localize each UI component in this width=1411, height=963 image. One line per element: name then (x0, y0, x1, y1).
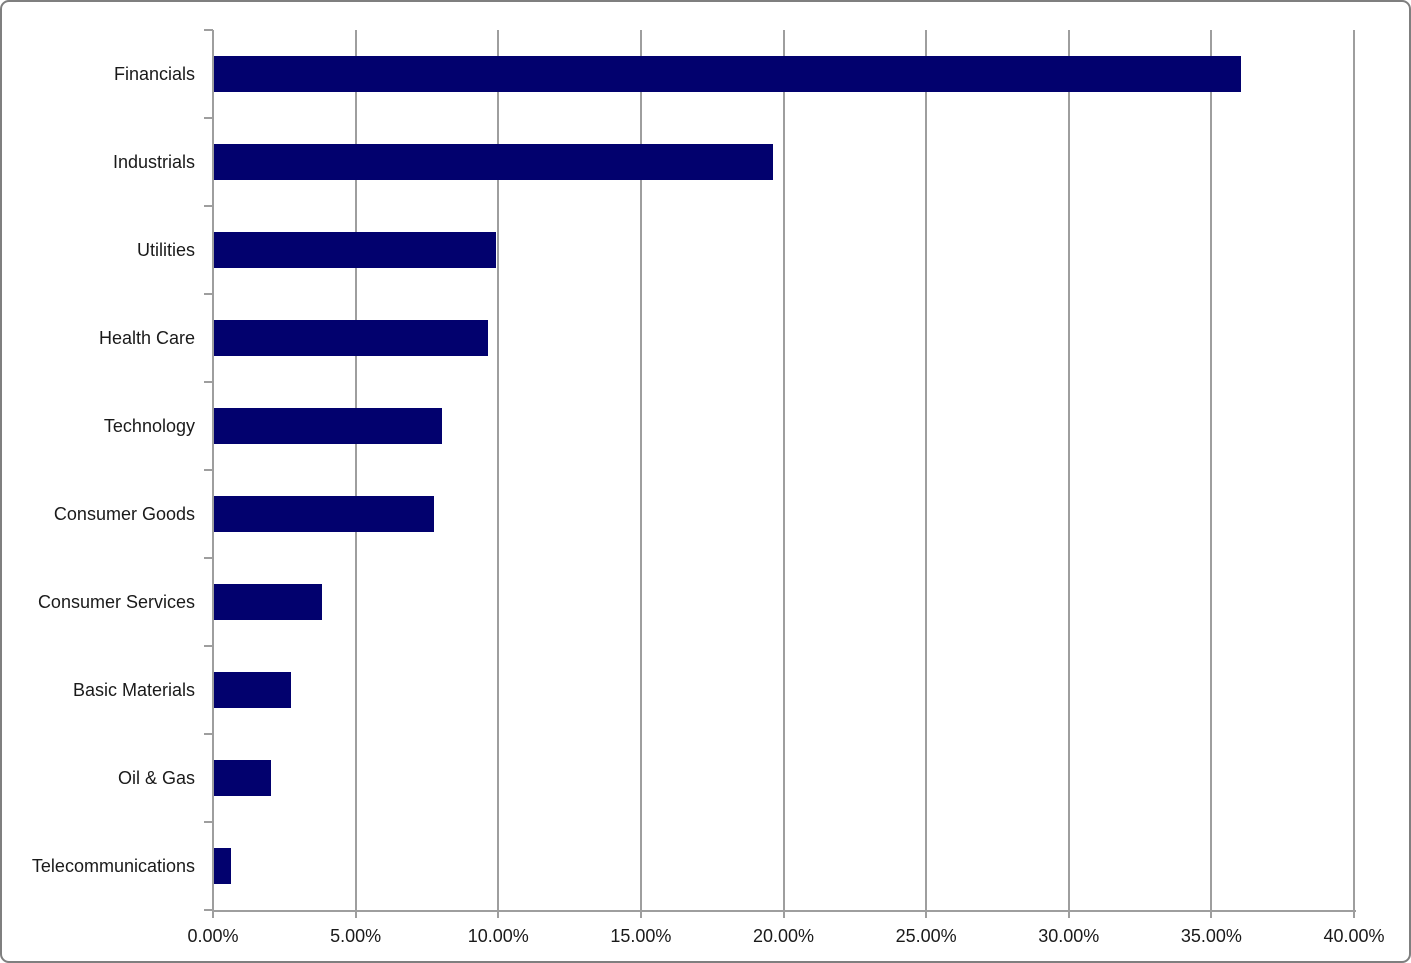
bar-health-care (214, 320, 488, 356)
gridline-35pct (1210, 30, 1213, 910)
x-axis-tick-15-00 (639, 910, 642, 918)
y-axis-tick (204, 645, 213, 647)
y-axis-tick (204, 557, 213, 559)
x-axis-label-20-00: 20.00% (752, 926, 815, 946)
x-axis-label-25-00: 25.00% (895, 926, 957, 946)
bar-consumer-services (214, 584, 323, 620)
gridline-10pct (497, 30, 500, 910)
bar-consumer-goods (214, 496, 434, 532)
x-axis-label-30-00: 30.00% (1038, 926, 1100, 946)
x-axis-labels: 0.00% 5.00% 10.00% 15.00% 20.00% 25.00% 30.00%… (2, 923, 1409, 951)
x-axis-label-15-00: 15.00% (610, 926, 672, 946)
x-axis-label-35-00: 35.00% (1180, 926, 1242, 946)
y-axis-tick (204, 909, 213, 911)
x-axis-tick-40-00 (1353, 910, 1355, 918)
gridline-30pct (1067, 30, 1070, 910)
y-axis-tick (204, 733, 213, 735)
category-label-telecommunications: Telecommunications (31, 856, 195, 876)
y-axis-tick (204, 117, 213, 119)
x-axis-tick-25-00 (925, 910, 928, 918)
category-label-oil-gas: Oil & Gas (117, 768, 195, 788)
bar-technology (214, 408, 443, 444)
y-axis-line (212, 30, 214, 910)
x-axis-label-10-00: 10.00% (467, 926, 529, 946)
x-axis-tick-20-00 (782, 910, 785, 918)
plot-area (213, 30, 1355, 910)
y-axis-tick (204, 293, 213, 295)
category-label-health-care: Health Care (98, 328, 195, 348)
x-axis-label-0-00: 0.00% (187, 926, 239, 946)
x-axis-tick-35-00 (1210, 910, 1213, 918)
category-label-consumer-goods: Consumer Goods (53, 504, 195, 524)
bar-telecommunications (214, 848, 232, 884)
x-axis-tick-10-00 (497, 910, 500, 918)
y-axis-tick (204, 205, 213, 207)
x-axis-label-40-00: 40.00% (1323, 926, 1385, 946)
y-axis-tick (204, 381, 213, 383)
gridline-25pct (925, 30, 928, 910)
x-axis-tick-5-00 (354, 910, 357, 918)
category-label-technology: Technology (103, 416, 195, 436)
category-label-financials: Financials (113, 64, 195, 84)
bar-financials (214, 56, 1241, 92)
gridline-5pct (354, 30, 357, 910)
category-label-utilities: Utilities (136, 240, 195, 260)
y-axis-tick (204, 29, 213, 31)
bar-oil-gas (214, 760, 272, 796)
x-axis-tick-30-00 (1067, 910, 1070, 918)
bar-basic-materials (214, 672, 292, 708)
gridline-15pct (639, 30, 642, 910)
bar-utilities (214, 232, 497, 268)
category-label-consumer-services: Consumer Services (37, 592, 195, 612)
x-axis-tick-0-00 (212, 910, 214, 918)
category-label-basic-materials: Basic Materials (72, 680, 195, 700)
bar-industrials (214, 144, 774, 180)
category-label-industrials: Industrials (112, 152, 195, 172)
y-axis-tick (204, 469, 213, 471)
x-axis-label-5-00: 5.00% (330, 926, 382, 946)
gridline-40pct (1353, 30, 1355, 910)
y-axis-labels: Financials Industrials Utilities Health Car… (2, 30, 195, 910)
gridline-20pct (782, 30, 785, 910)
y-axis-tick (204, 821, 213, 823)
